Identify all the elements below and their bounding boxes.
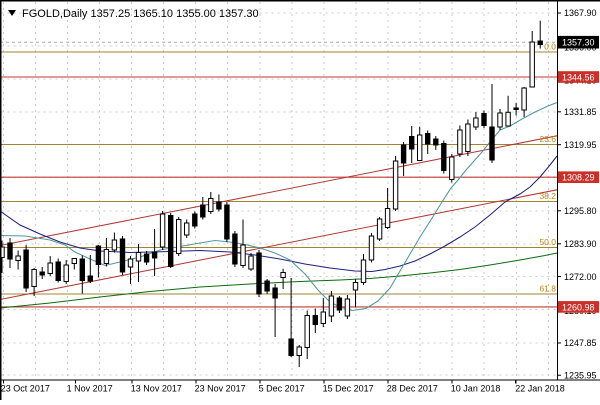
svg-text:1344.56: 1344.56 (562, 72, 595, 82)
svg-text:5 Dec 2017: 5 Dec 2017 (259, 384, 305, 394)
svg-text:22 Jan 2018: 22 Jan 2018 (515, 384, 565, 394)
svg-text:23.6: 23.6 (539, 134, 556, 144)
svg-text:15 Dec 2017: 15 Dec 2017 (323, 384, 374, 394)
svg-text:61.8: 61.8 (539, 284, 556, 294)
svg-text:1308.29: 1308.29 (562, 173, 595, 183)
svg-text:1272.00: 1272.00 (564, 272, 597, 282)
svg-text:1367.90: 1367.90 (564, 8, 597, 18)
svg-text:50.0: 50.0 (539, 237, 556, 247)
svg-text:38.2: 38.2 (539, 191, 556, 201)
svg-text:1260.98: 1260.98 (562, 302, 595, 312)
svg-text:28 Dec 2017: 28 Dec 2017 (387, 384, 438, 394)
svg-text:0.0: 0.0 (544, 42, 556, 52)
svg-text:1283.90: 1283.90 (564, 239, 597, 249)
svg-text:1235.95: 1235.95 (564, 370, 597, 380)
svg-text:1319.95: 1319.95 (564, 140, 597, 150)
svg-text:1 Nov 2017: 1 Nov 2017 (67, 384, 113, 394)
svg-text:1331.85: 1331.85 (564, 107, 597, 117)
svg-text:13 Nov 2017: 13 Nov 2017 (131, 384, 182, 394)
svg-text:10 Jan 2018: 10 Jan 2018 (451, 384, 501, 394)
svg-text:23 Oct 2017: 23 Oct 2017 (1, 384, 50, 394)
svg-text:1295.80: 1295.80 (564, 206, 597, 216)
svg-text:23 Nov 2017: 23 Nov 2017 (195, 384, 246, 394)
svg-text:1247.85: 1247.85 (564, 338, 597, 348)
svg-text:FGOLD,Daily 1357.25 1365.10 1: FGOLD,Daily 1357.25 1365.10 1355.00 1357… (22, 8, 259, 20)
svg-text:1357.30: 1357.30 (562, 38, 595, 48)
